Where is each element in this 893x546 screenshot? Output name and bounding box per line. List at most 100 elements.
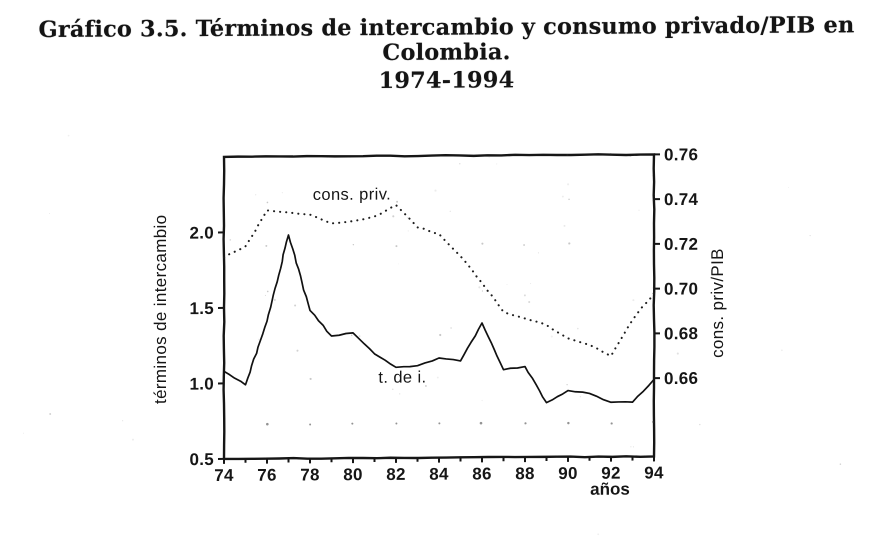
x-tick-label: 90: [558, 464, 578, 483]
noise-speck: [132, 439, 134, 441]
plot-border: [224, 154, 655, 459]
grid-dot: [438, 422, 440, 424]
left-y-tick-label: 0.5: [189, 450, 214, 469]
noise-speck: [437, 377, 439, 379]
noise-speck: [677, 353, 679, 355]
grid-dot-faint: [396, 201, 398, 203]
noise-speck: [699, 424, 700, 425]
right-y-tick-label: 0.72: [664, 235, 698, 254]
noise-speck: [459, 163, 460, 164]
noise-speck: [274, 299, 276, 301]
noise-speck: [122, 420, 123, 421]
noise-speck: [398, 263, 399, 264]
noise-speck: [399, 393, 400, 394]
noise-speck: [478, 286, 480, 288]
axis-ticks: [218, 154, 660, 464]
noise-speck: [496, 164, 497, 165]
noise-speck: [633, 446, 634, 447]
noise-speck: [507, 284, 508, 285]
noise-speck: [407, 217, 408, 218]
noise-speck: [230, 239, 232, 241]
noise-speck: [788, 187, 789, 188]
noise-speck: [488, 157, 489, 158]
grid-dot: [524, 422, 526, 424]
noise-speck: [23, 433, 24, 434]
left-y-tick-label: 1.5: [189, 299, 214, 318]
noise-speck: [566, 384, 567, 385]
noise-speck: [359, 335, 361, 337]
right-y-tick-label: 0.74: [664, 190, 699, 209]
noise-speck: [810, 235, 811, 236]
x-tick-label: 76: [257, 466, 277, 485]
right-y-tick-label: 0.68: [664, 324, 698, 343]
right-axis-title: cons. priv/PIB: [708, 248, 727, 358]
noise-speck: [567, 183, 569, 185]
noise-speck: [840, 463, 842, 465]
right-y-tick-label: 0.66: [664, 369, 698, 388]
noise-speck: [265, 295, 266, 296]
x-tick-label: 82: [386, 465, 406, 484]
noise-speck: [255, 194, 256, 195]
grid-dot-faint: [310, 378, 312, 380]
noise-speck: [781, 349, 783, 351]
grid-dot: [309, 423, 311, 425]
noise-speck: [652, 175, 653, 176]
right-y-tick-label: 0.70: [664, 279, 698, 298]
grid-dot-faint: [351, 334, 353, 336]
x-tick-label: 78: [300, 465, 320, 484]
grid-dot-faint: [353, 244, 354, 245]
noise-speck: [625, 330, 626, 331]
grid-dot: [480, 422, 483, 425]
grid-dot-faint: [395, 245, 397, 247]
noise-speck: [408, 230, 410, 232]
grid-dot-faint: [267, 202, 269, 204]
noise-speck: [382, 195, 383, 196]
x-tick-label: 88: [515, 464, 535, 483]
series-label-cons-priv: cons. priv.: [313, 185, 391, 203]
noise-speck: [258, 339, 259, 340]
noise-speck: [450, 211, 451, 212]
left-axis-title: términos de intercambio: [151, 214, 170, 404]
noise-speck: [351, 222, 352, 223]
grid-dot: [611, 422, 613, 424]
grid-dot-faint: [482, 290, 483, 291]
x-tick-label: 74: [214, 466, 234, 485]
left-y-tick-label: 2.0: [189, 223, 214, 242]
grid-dot-faint: [267, 291, 269, 293]
noise-speck: [562, 196, 564, 198]
grid-dot-faint: [610, 153, 612, 155]
noise-speck: [551, 335, 553, 337]
noise-speck: [392, 215, 394, 217]
series-line-conspriv: [224, 204, 654, 359]
noise-speck: [530, 283, 531, 284]
noise-speck: [597, 533, 599, 535]
noise-speck: [528, 301, 530, 303]
grid-dot-faint: [481, 243, 483, 245]
x-tick-label: 80: [343, 465, 363, 484]
right-y-tick-label: 0.76: [664, 145, 698, 164]
noise-speck: [524, 294, 526, 296]
series-line-tdei: [224, 233, 654, 405]
noise-speck: [49, 213, 50, 214]
noise-speck: [282, 192, 283, 193]
noise-speck: [482, 400, 483, 401]
left-y-tick-label: 1.0: [189, 374, 214, 393]
grid-dot-faint: [265, 245, 267, 247]
noise-speck: [629, 155, 631, 157]
noise-speck: [425, 385, 427, 387]
grid-dot: [567, 422, 569, 424]
grid-dot-faint: [653, 200, 654, 201]
noise-speck: [49, 413, 51, 415]
noise-speck: [630, 446, 631, 447]
grid-dot: [266, 423, 269, 426]
plot-frame: [224, 154, 655, 459]
noise-speck: [564, 225, 566, 227]
noise-speck: [638, 210, 639, 211]
grid-dot-faint: [439, 334, 441, 336]
grid-dot-faint: [568, 199, 569, 200]
noise-speck: [68, 135, 70, 137]
series-label-t-de-i: t. de i.: [378, 368, 426, 386]
x-tick-label: 86: [472, 464, 492, 483]
